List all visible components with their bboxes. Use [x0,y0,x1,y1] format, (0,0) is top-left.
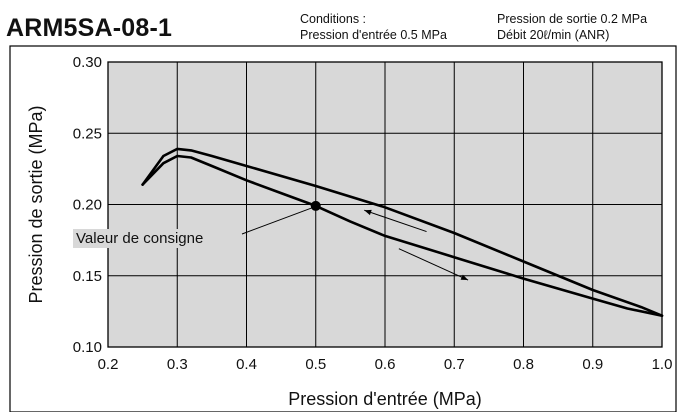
conditions-label: Conditions : [300,12,367,26]
x-tick-label: 0.8 [513,356,534,373]
x-tick-label: 0.5 [305,356,326,373]
y-axis-label: Pression de sortie (MPa) [26,105,46,303]
x-tick-label: 0.3 [167,356,188,373]
grid-lines [108,62,662,347]
y-tick-label: 0.20 [73,197,102,214]
x-tick-label: 0.7 [444,356,465,373]
inlet-pressure-condition: Pression d'entrée 0.5 MPa [300,28,447,42]
x-tick-labels: 0.2 0.3 0.4 0.5 0.6 0.7 0.8 0.9 1.0 [98,356,673,373]
flow-condition: Débit 20ℓ/min (ANR) [497,28,610,42]
arrow-decreasing [364,209,427,233]
set-point-leader-line [241,207,312,235]
y-tick-labels: 0.10 0.15 0.20 0.25 0.30 [73,54,102,356]
x-tick-label: 0.6 [375,356,396,373]
arrow-increasing [398,248,469,281]
x-tick-label: 0.4 [236,356,257,373]
outlet-pressure-condition: Pression de sortie 0.2 MPa [497,12,648,26]
y-tick-label: 0.25 [73,125,102,142]
set-point-marker [310,200,321,211]
series-line-decreasing [141,147,664,318]
x-tick-label: 0.2 [98,356,119,373]
x-axis-label: Pression d'entrée (MPa) [288,389,482,409]
direction-arrows [364,209,469,281]
chart-title: ARM5SA-08-1 [6,14,173,42]
y-tick-label: 0.30 [73,54,102,71]
set-point-label: Valeur de consigne [76,230,203,247]
x-tick-label: 1.0 [652,356,673,373]
y-tick-label: 0.15 [73,268,102,285]
x-tick-label: 0.9 [582,356,603,373]
y-tick-label: 0.10 [73,339,102,356]
set-point-label-background [73,229,207,248]
